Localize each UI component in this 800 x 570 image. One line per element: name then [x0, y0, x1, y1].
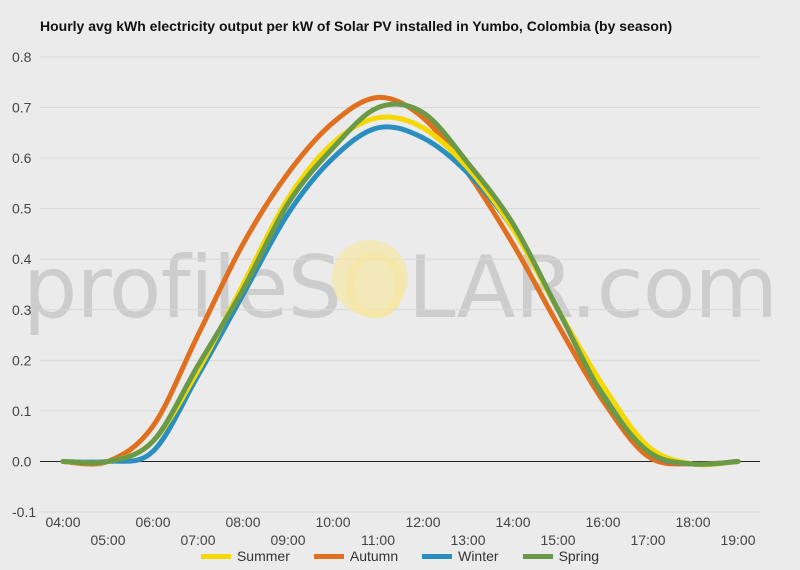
sun-watermark [332, 240, 408, 316]
series-layer [60, 94, 741, 468]
x-tick-label: 12:00 [405, 514, 440, 530]
y-tick-label: 0.0 [12, 453, 32, 469]
y-tick-label: 0.6 [12, 150, 32, 166]
y-tick-label: 0.5 [12, 201, 32, 217]
x-tick-label: 09:00 [270, 532, 305, 548]
x-tick-label: 10:00 [315, 514, 350, 530]
legend-item-autumn: Autumn [313, 548, 399, 564]
y-tick-label: 0.1 [12, 403, 32, 419]
legend-item-summer: Summer [200, 548, 290, 564]
series-line-autumn [60, 94, 741, 467]
x-tick-label: 05:00 [90, 532, 125, 548]
watermark-text-2: LAR.com [407, 238, 778, 338]
y-tick-label: 0.3 [12, 302, 32, 318]
chart-title: Hourly avg kWh electricity output per kW… [40, 18, 673, 34]
x-tick-label: 19:00 [720, 532, 755, 548]
x-tick-label: 16:00 [585, 514, 620, 530]
x-tick-label: 11:00 [361, 532, 395, 548]
x-tick-label: 04:00 [45, 514, 80, 530]
legend-label: Spring [558, 548, 600, 564]
sun-icon [332, 240, 408, 316]
y-tick-label: 0.4 [12, 251, 32, 267]
watermark-text-1: profileS [22, 238, 342, 338]
legend-label: Autumn [349, 548, 399, 564]
y-tick-label: 0.8 [12, 49, 32, 65]
x-tick-label: 15:00 [540, 532, 575, 548]
legend-item-spring: Spring [522, 548, 600, 564]
x-tick-label: 17:00 [630, 532, 665, 548]
axis-labels: 0.8 0.7 0.6 0.5 0.4 0.3 0.2 0.1 0.0 -0.1 04:00 06:0… [12, 49, 756, 548]
y-tick-label: 0.2 [12, 352, 32, 368]
legend-swatch [313, 553, 344, 559]
x-tick-label: 08:00 [225, 514, 260, 530]
legend-swatch [200, 553, 231, 559]
y-tick-label: -0.1 [12, 504, 36, 520]
x-tick-label: 06:00 [135, 514, 170, 530]
y-tick-label: 0.7 [12, 100, 32, 116]
legend-swatch [522, 553, 553, 559]
grid-layer [40, 56, 760, 513]
x-tick-label: 07:00 [180, 532, 215, 548]
legend-label: Summer [236, 548, 290, 564]
chart-legend: Summer Autumn Winter Spring [0, 548, 800, 564]
legend-swatch [422, 553, 453, 559]
series-line-spring [60, 101, 741, 467]
x-tick-label: 14:00 [495, 514, 530, 530]
legend-item-winter: Winter [422, 548, 499, 564]
x-tick-label: 13:00 [450, 532, 485, 548]
x-tick-label: 18:00 [675, 514, 710, 530]
legend-label: Winter [458, 548, 499, 564]
